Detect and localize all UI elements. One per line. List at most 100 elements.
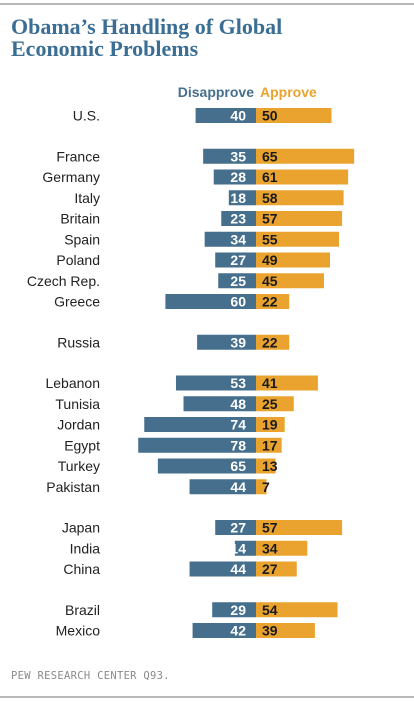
approve-value-egypt: 17 — [262, 437, 278, 453]
approve-bar-russia — [256, 334, 290, 350]
disapprove-value-greece: 60 — [230, 294, 246, 310]
disapprove-value-spain: 34 — [230, 231, 246, 247]
approve-value-pakistan: 7 — [262, 479, 270, 495]
disapprove-value-tunisia: 48 — [230, 396, 246, 412]
approve-bar-pakistan — [256, 479, 267, 495]
category-label-russia: Russia — [57, 334, 100, 350]
approve-bar-germany — [256, 169, 349, 185]
approve-value-brazil: 54 — [262, 602, 278, 618]
approve-bar-u-s — [256, 108, 332, 123]
approve-value-britain: 57 — [262, 211, 278, 227]
disapprove-bar-turkey — [157, 458, 256, 474]
approve-bar-mexico — [256, 623, 315, 638]
disapprove-value-jordan: 74 — [230, 417, 246, 433]
disapprove-bar-china — [189, 561, 256, 577]
disapprove-bar-poland — [215, 252, 256, 268]
disapprove-bar-russia — [197, 334, 256, 350]
approve-value-japan: 57 — [262, 520, 278, 536]
category-label-japan: Japan — [62, 520, 100, 536]
category-label-britain: Britain — [60, 211, 100, 227]
approve-bar-france — [256, 148, 355, 164]
approve-bar-lebanon — [256, 375, 318, 391]
category-label-lebanon: Lebanon — [45, 375, 100, 391]
disapprove-value-italy: 18 — [230, 190, 246, 206]
category-label-egypt: Egypt — [64, 437, 100, 453]
disapprove-value-poland: 27 — [230, 252, 246, 268]
disapprove-value-lebanon: 53 — [230, 375, 246, 391]
approve-value-india: 34 — [262, 540, 278, 556]
approve-value-czech-rep: 45 — [262, 273, 278, 289]
category-label-brazil: Brazil — [65, 602, 100, 618]
chart-title-line-2: Economic Problems — [11, 36, 199, 61]
disapprove-value-india: 14 — [230, 540, 246, 556]
approve-bar-jordan — [256, 417, 285, 432]
category-label-czech-rep: Czech Rep. — [27, 273, 100, 289]
disapprove-value-turkey: 65 — [230, 458, 246, 474]
approve-bar-egypt — [256, 437, 282, 453]
approve-value-jordan: 19 — [262, 417, 278, 433]
disapprove-value-brazil: 29 — [230, 602, 246, 618]
category-label-india: India — [70, 540, 101, 556]
approve-bar-britain — [256, 211, 343, 226]
category-label-china: China — [63, 561, 100, 577]
disapprove-bar-brazil — [212, 602, 256, 618]
approve-value-china: 27 — [262, 561, 278, 577]
approve-bar-tunisia — [256, 396, 294, 412]
disapprove-value-mexico: 42 — [230, 623, 246, 639]
disapprove-bar-czech-rep — [218, 273, 256, 289]
chart-title: Obama’s Handling of Global Economic Prob… — [11, 16, 401, 60]
disapprove-value-pakistan: 44 — [230, 479, 246, 495]
approve-bar-india — [256, 540, 308, 556]
approve-bar-japan — [256, 520, 343, 535]
chart-title-line-1: Obama’s Handling of Global — [11, 14, 283, 39]
approve-bar-china — [256, 561, 297, 577]
disapprove-bar-u-s — [195, 108, 256, 123]
disapprove-value-czech-rep: 25 — [230, 273, 246, 289]
approve-bar-turkey — [256, 458, 276, 474]
legend-disapprove: Disapprove — [177, 84, 254, 100]
disapprove-bar-egypt — [138, 437, 256, 453]
disapprove-value-germany: 28 — [230, 169, 246, 185]
top-rule — [0, 3, 414, 5]
source-note: PEW RESEARCH CENTER Q93. — [11, 670, 170, 682]
approve-bar-italy — [256, 190, 344, 206]
disapprove-value-britain: 23 — [230, 211, 246, 227]
approve-value-poland: 49 — [262, 252, 278, 268]
approve-value-greece: 22 — [262, 294, 278, 310]
disapprove-bar-greece — [165, 294, 256, 309]
disapprove-bar-germany — [213, 169, 256, 185]
disapprove-bar-india — [234, 540, 256, 556]
approve-value-turkey: 13 — [262, 458, 278, 474]
approve-value-tunisia: 25 — [262, 396, 278, 412]
bottom-rule — [0, 696, 414, 698]
disapprove-bar-japan — [215, 520, 256, 535]
category-label-france: France — [56, 148, 100, 164]
approve-value-italy: 58 — [262, 190, 278, 206]
disapprove-bar-lebanon — [175, 375, 256, 391]
category-label-turkey: Turkey — [58, 458, 100, 474]
disapprove-value-japan: 27 — [230, 520, 246, 536]
category-label-tunisia: Tunisia — [55, 396, 100, 412]
approve-bar-greece — [256, 294, 290, 309]
disapprove-value-france: 35 — [230, 148, 246, 164]
disapprove-value-china: 44 — [230, 561, 246, 577]
disapprove-bar-britain — [221, 211, 256, 226]
approve-value-france: 65 — [262, 148, 278, 164]
category-label-italy: Italy — [74, 190, 100, 206]
approve-value-russia: 22 — [262, 334, 278, 350]
category-label-jordan: Jordan — [57, 417, 100, 433]
category-label-u-s: U.S. — [73, 108, 100, 124]
disapprove-bar-pakistan — [189, 479, 256, 495]
disapprove-value-russia: 39 — [230, 334, 246, 350]
disapprove-value-u-s: 40 — [230, 108, 246, 124]
disapprove-bar-france — [203, 148, 256, 164]
approve-bar-czech-rep — [256, 273, 324, 289]
category-label-mexico: Mexico — [56, 623, 101, 639]
category-label-greece: Greece — [54, 294, 100, 310]
disapprove-bar-italy — [228, 190, 256, 206]
disapprove-bar-spain — [204, 231, 256, 247]
category-label-poland: Poland — [56, 252, 100, 268]
approve-value-mexico: 39 — [262, 623, 278, 639]
disapprove-bar-mexico — [192, 623, 256, 638]
